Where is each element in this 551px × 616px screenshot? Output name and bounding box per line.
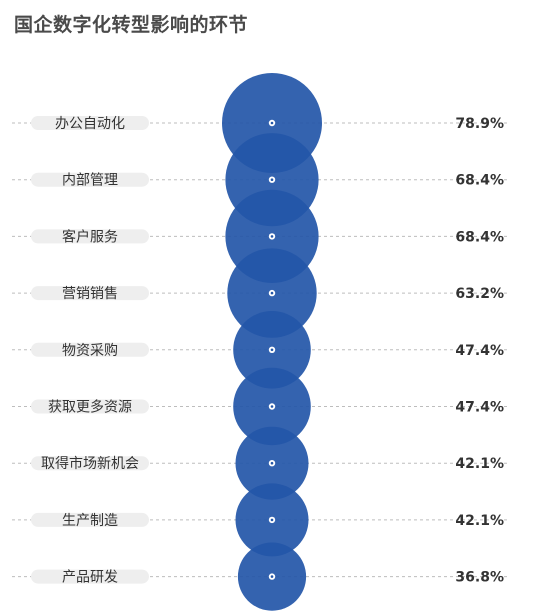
category-label: 办公自动化 [55, 116, 125, 132]
category-label-pill [31, 399, 149, 414]
category-label: 取得市场新机会 [41, 455, 139, 472]
value-label: 63.2% [455, 286, 504, 302]
value-label: 42.1% [455, 456, 504, 472]
value-label: 47.4% [455, 400, 504, 416]
category-label-pill [31, 172, 149, 187]
value-label: 36.8% [455, 570, 504, 586]
category-label: 生产制造 [62, 513, 118, 529]
category-label-pill [31, 286, 149, 301]
bubble-center-core [270, 121, 274, 125]
value-label: 47.4% [455, 343, 504, 359]
bubble-center-core [270, 235, 274, 238]
labels: 办公自动化 78.9% 内部管理 68.4% 客户服务 68.4% 营销销售 63.2% 物资采… [41, 116, 504, 586]
category-label: 物资采购 [62, 343, 118, 359]
value-label: 42.1% [455, 513, 504, 529]
bubbles [222, 73, 322, 611]
bubble-center-core [270, 405, 274, 408]
bubble-center-core [270, 178, 274, 181]
category-label-pill [31, 569, 149, 584]
value-label: 68.4% [455, 173, 504, 189]
bubble-center-core [270, 291, 274, 295]
bubble-center-core [270, 575, 274, 578]
category-label-pill [31, 229, 149, 244]
bubble-center-core [270, 348, 274, 352]
label-pills [31, 116, 149, 584]
category-label: 内部管理 [62, 173, 118, 189]
category-label: 客户服务 [62, 228, 118, 245]
category-label: 获取更多资源 [48, 399, 132, 416]
category-label-pill [31, 116, 149, 130]
bubble-center-core [270, 461, 274, 465]
chart-title: 国企数字化转型影响的环节 [14, 14, 249, 36]
category-label-pill [31, 342, 149, 357]
category-label-pill [31, 512, 149, 527]
value-label: 78.9% [455, 116, 504, 132]
bubble-center-core [270, 518, 274, 522]
value-label: 68.4% [455, 229, 504, 245]
category-label-pill [31, 456, 149, 471]
category-label: 营销销售 [62, 286, 118, 302]
category-label: 产品研发 [62, 570, 118, 586]
